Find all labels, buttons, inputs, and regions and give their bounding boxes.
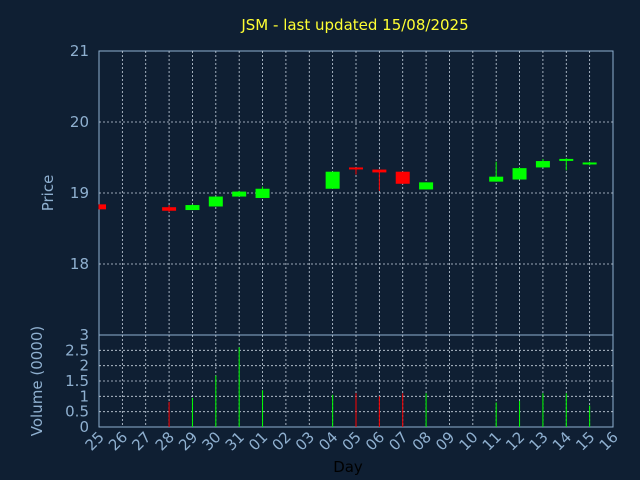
candle [162, 205, 177, 213]
candle [208, 196, 223, 207]
price-tick-label: 18 [70, 255, 89, 273]
candle-body [185, 205, 200, 211]
x-tick-label: 12 [502, 428, 528, 454]
candle [232, 190, 247, 197]
x-tick-label: 15 [572, 428, 598, 454]
volume-tick-label: 2.5 [65, 341, 89, 359]
volume-tick-label: 2 [79, 357, 89, 375]
x-tick-label: 03 [292, 428, 318, 454]
candle-body [489, 176, 504, 182]
x-tick-label: 08 [409, 428, 435, 454]
candle [535, 158, 550, 168]
volume-tick-label: 1 [79, 387, 89, 405]
chart-title: JSM - last updated 15/08/2025 [240, 16, 468, 34]
candle-body [372, 169, 387, 173]
x-tick-label: 06 [362, 428, 388, 454]
x-tick-label: 13 [526, 428, 552, 454]
candle [559, 158, 574, 171]
x-tick-label: 29 [175, 428, 201, 454]
x-axis-label: Day [333, 458, 363, 476]
x-tick-label: 31 [222, 428, 248, 454]
candles [98, 158, 597, 213]
candle-body [395, 171, 410, 184]
x-tick-label: 04 [315, 428, 341, 454]
price-panel: 18 19 20 21 Price [39, 42, 614, 336]
x-tick-label: 10 [455, 428, 481, 454]
candle-body [99, 204, 106, 210]
candle [255, 186, 270, 198]
candle-body [419, 182, 434, 190]
x-tick-label: 09 [432, 428, 458, 454]
x-ticks: 2526272829303101020304050607080910111213… [82, 428, 622, 454]
candle-body [512, 168, 527, 180]
volume-tick-label: 3 [79, 326, 89, 344]
candle-body [162, 207, 177, 211]
candle [325, 171, 340, 189]
price-y-ticks: 18 19 20 21 [70, 42, 89, 273]
candle-body [255, 188, 270, 198]
x-tick-label: 30 [198, 428, 224, 454]
candle [512, 167, 527, 180]
volume-bars [168, 347, 591, 427]
candle [395, 171, 410, 184]
candle [185, 204, 200, 211]
candle-body [232, 191, 247, 197]
volume-tick-label: 1.5 [65, 372, 89, 390]
volume-y-ticks: 00.511.522.53 [65, 326, 89, 436]
candle-body [559, 158, 574, 161]
candle [489, 161, 504, 182]
candle-body [349, 167, 363, 170]
x-tick-label: 27 [128, 428, 154, 454]
volume-tick-label: 0 [79, 418, 89, 436]
volume-tick-label: 0.5 [65, 403, 89, 421]
x-tick-label: 26 [105, 428, 131, 454]
price-tick-label: 20 [70, 113, 89, 131]
x-tick-label: 28 [152, 428, 178, 454]
candle [419, 182, 434, 190]
candle [98, 204, 106, 210]
price-tick-label: 19 [70, 184, 89, 202]
x-tick-label: 02 [269, 428, 295, 454]
candle [582, 161, 597, 166]
x-tick-label: 01 [245, 428, 271, 454]
candle-body [208, 196, 223, 207]
price-axis-label: Price [39, 175, 57, 212]
price-grid [99, 51, 613, 335]
candle [372, 169, 387, 191]
volume-panel: 00.511.522.53 Volume (0000) [28, 326, 614, 436]
volume-axis-label: Volume (0000) [28, 326, 46, 436]
price-tick-label: 21 [70, 42, 89, 60]
candle-body [535, 161, 550, 168]
x-tick-label: 14 [549, 428, 575, 454]
candle [349, 167, 363, 175]
candle-body [325, 171, 340, 189]
x-tick-label: 11 [479, 428, 505, 454]
x-tick-label: 05 [339, 428, 365, 454]
x-tick-label: 07 [385, 428, 411, 454]
x-tick-label: 16 [596, 428, 622, 454]
candle-body [582, 162, 597, 165]
